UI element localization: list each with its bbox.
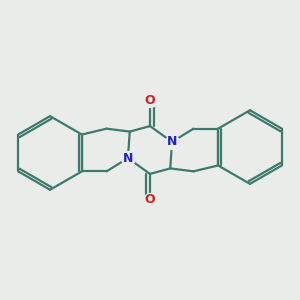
Text: O: O	[145, 94, 155, 107]
Text: O: O	[145, 193, 155, 206]
Text: N: N	[123, 152, 133, 165]
Text: N: N	[167, 135, 177, 148]
